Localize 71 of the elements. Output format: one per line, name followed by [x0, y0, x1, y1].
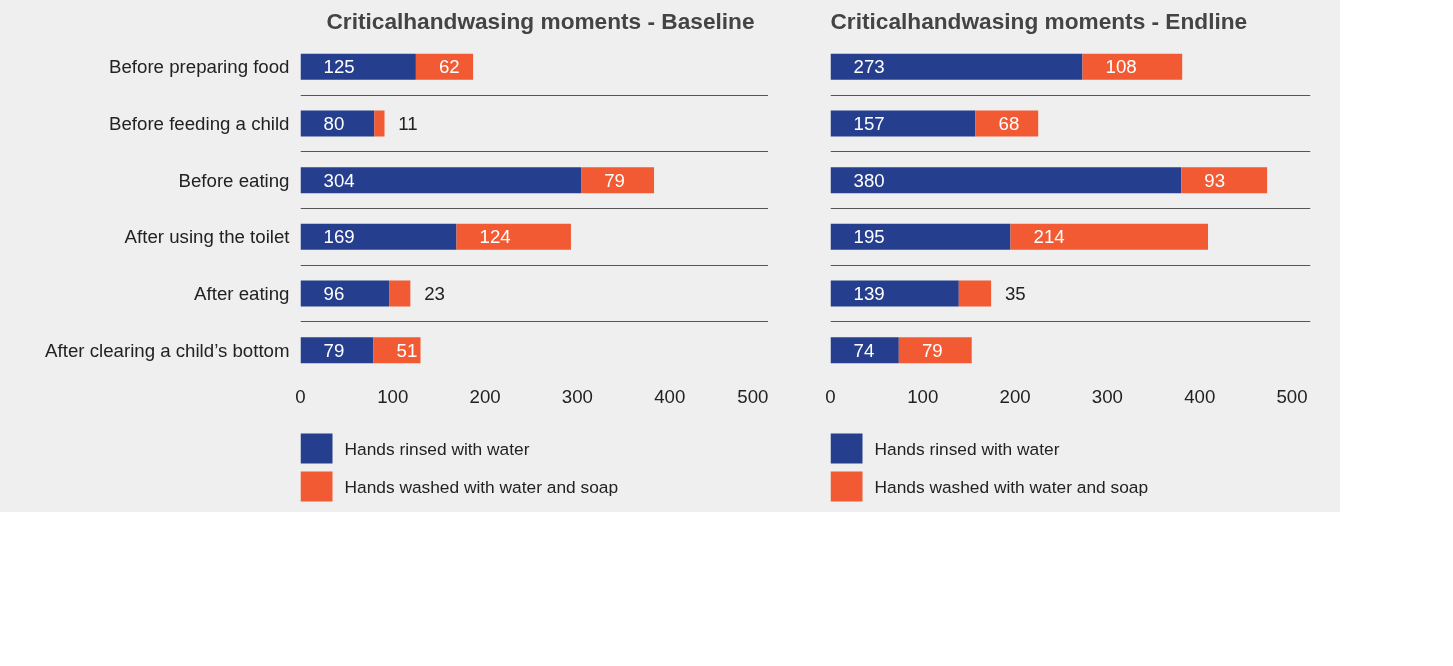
x-tick-label: 300 — [1091, 385, 1123, 407]
data-label: 74 — [853, 339, 875, 361]
data-label: 157 — [853, 113, 885, 134]
bar — [300, 280, 390, 307]
y-tick-label: After using the toilet — [124, 226, 291, 248]
x-tick-label: 100 — [907, 385, 939, 407]
x-tick-label: 300 — [561, 385, 593, 407]
data-label: 80 — [323, 113, 345, 134]
bar — [830, 167, 1182, 194]
bar — [830, 53, 1083, 80]
legend-label: Hands rinsed with water — [874, 438, 1060, 459]
data-label: 68 — [998, 113, 1020, 134]
x-tick-label: 200 — [469, 385, 501, 407]
bar — [300, 223, 457, 250]
bar — [975, 110, 1039, 137]
y-tick-label: After clearing a child’s bottom — [45, 339, 290, 361]
data-label: 195 — [853, 226, 885, 248]
x-tick-label: 200 — [999, 385, 1031, 407]
bar — [830, 223, 1011, 250]
data-label: 96 — [323, 283, 345, 304]
bar — [373, 337, 421, 364]
legend-label: Hands washed with water and soap — [874, 476, 1149, 497]
x-tick-label: 500 — [737, 385, 769, 407]
bar — [300, 110, 375, 137]
data-label: 79 — [323, 339, 345, 361]
data-label: 79 — [604, 169, 625, 191]
bar — [830, 280, 959, 307]
y-tick-label: Before feeding a child — [109, 113, 290, 134]
bar — [898, 337, 972, 364]
legend-label: Hands rinsed with water — [344, 438, 530, 459]
data-label: 35 — [1004, 283, 1026, 304]
data-label: 62 — [438, 56, 460, 78]
bar — [374, 110, 385, 137]
data-label: 51 — [396, 339, 418, 361]
bar — [1010, 223, 1209, 250]
bar — [830, 110, 976, 137]
data-label: 124 — [479, 226, 511, 248]
bar — [456, 223, 571, 250]
bar — [958, 280, 992, 307]
x-tick-label: 400 — [654, 385, 686, 407]
x-tick-label: 100 — [377, 385, 409, 407]
bar — [300, 167, 582, 194]
bar — [300, 337, 374, 364]
y-tick-label: After eating — [194, 283, 290, 304]
data-label: 108 — [1105, 56, 1137, 78]
chart-title: Criticalhandwasing moments - Baseline — [326, 7, 755, 34]
data-label: 79 — [921, 339, 943, 361]
bar — [1082, 53, 1183, 80]
data-label: 273 — [853, 56, 885, 78]
y-tick-label: Before preparing food — [109, 56, 290, 78]
data-label: 139 — [853, 283, 885, 304]
data-label: 169 — [323, 226, 355, 248]
bar — [300, 53, 416, 80]
legend-label: Hands washed with water and soap — [344, 476, 619, 497]
data-label: 304 — [323, 169, 355, 191]
data-label: 11 — [398, 113, 418, 134]
data-label: 380 — [853, 169, 885, 191]
bar — [1181, 167, 1268, 194]
y-tick-label: Before eating — [178, 169, 290, 191]
bar — [581, 167, 655, 194]
data-label: 214 — [1033, 226, 1065, 248]
bar — [389, 280, 411, 307]
x-tick-label: 500 — [1276, 385, 1308, 407]
x-tick-label: 0 — [825, 385, 836, 407]
bar — [830, 337, 899, 364]
x-tick-label: 400 — [1184, 385, 1216, 407]
data-label: 93 — [1204, 169, 1226, 191]
data-label: 23 — [424, 283, 445, 304]
chart-title: Criticalhandwasing moments - Endline — [830, 7, 1248, 34]
data-label: 125 — [323, 56, 355, 78]
x-tick-label: 0 — [295, 385, 306, 407]
